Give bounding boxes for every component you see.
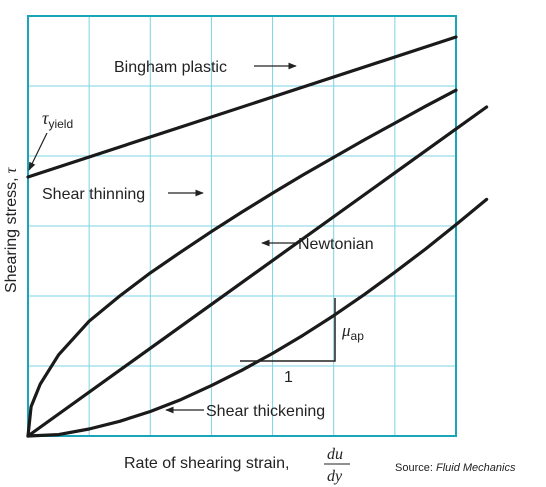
y-axis-label-text: Shearing stress, — [3, 177, 20, 293]
mu-subscript: ap — [351, 329, 365, 343]
series-line-bingham-plastic — [26, 35, 458, 179]
y-axis-symbol: τ — [3, 166, 20, 173]
mu-ap-label: μap — [341, 321, 364, 343]
tau-yield-label: τyield — [42, 108, 73, 131]
run-label: 1 — [284, 369, 293, 386]
series-group — [26, 35, 489, 438]
series-label-newtonian: Newtonian — [298, 236, 374, 253]
series-label-shear-thickening: Shear thickening — [206, 403, 325, 420]
x-axis-label: Rate of shearing strain, — [124, 455, 289, 472]
series-label-bingham-plastic: Bingham plastic — [114, 59, 227, 76]
tau-symbol: τ — [42, 108, 49, 128]
slope-triangle — [240, 298, 336, 362]
x-axis-fraction-numerator: du — [327, 446, 343, 463]
mu-symbol: μ — [341, 321, 351, 340]
series-label-shear-thinning: Shear thinning — [42, 186, 145, 203]
tau-subscript: yield — [48, 117, 73, 131]
source-prefix: Source: — [395, 462, 436, 474]
series-line-shear-thinning — [26, 88, 458, 438]
x-axis-fraction-denominator: dy — [327, 468, 343, 485]
grid — [28, 16, 456, 436]
source-note: Source: Fluid Mechanics — [395, 462, 516, 474]
series-line-newtonian — [26, 105, 489, 438]
y-axis-label: Shearing stress, τ — [3, 166, 20, 293]
source-title: Fluid Mechanics — [436, 462, 516, 474]
arrow-tau-yield — [28, 132, 48, 171]
series-line-shear-thickening — [26, 197, 489, 438]
